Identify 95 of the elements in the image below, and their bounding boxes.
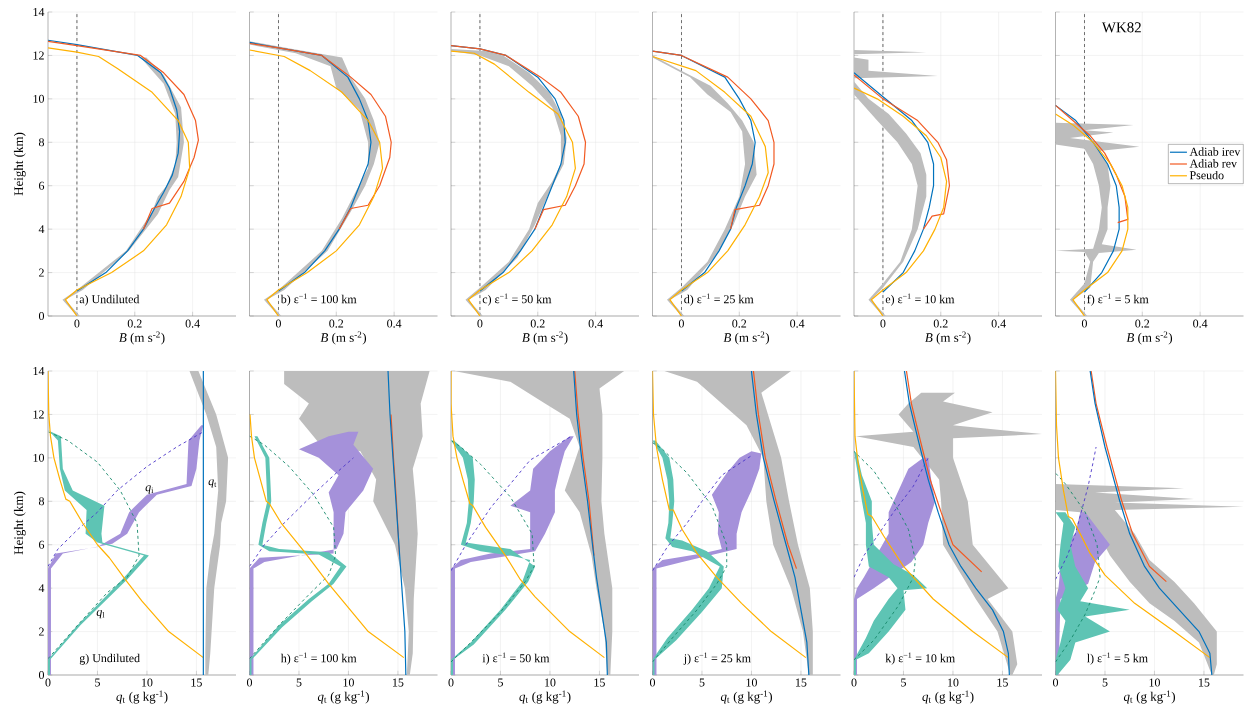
- x-tick-label: 0.2: [933, 319, 948, 328]
- x-tick-label: 0.2: [530, 319, 545, 328]
- x-axis-title: q$_{t}$ (g kg$^{-1}$): [720, 690, 772, 704]
- annotation: f) ε$^{−1}$ = 5 km: [1087, 293, 1149, 306]
- x-tick-label: 0.2: [329, 319, 344, 328]
- line-series: [48, 40, 199, 230]
- y-tick-label: 8: [38, 497, 45, 506]
- x-tick-label: 15: [997, 678, 1008, 687]
- annotation: d) ε$^{−1}$ = 25 km: [684, 293, 754, 306]
- x-tick-label: 0: [275, 319, 281, 328]
- x-tick-label: 10: [343, 678, 354, 687]
- x-tick-label: 0.2: [732, 319, 747, 328]
- y-tick-label: 8: [38, 138, 45, 147]
- x-tick-label: 5: [498, 678, 504, 687]
- x-axis-title: q$_{t}$ (g kg$^{-1}$): [116, 690, 168, 704]
- x-tick-label: 10: [948, 678, 959, 687]
- x-axis-title: B (m s$^{-2}$): [320, 331, 367, 345]
- annotation: l) ε$^{−1}$ = 5 km: [1087, 652, 1148, 665]
- x-tick-label: 0.4: [185, 319, 200, 328]
- x-tick-label: 10: [746, 678, 757, 687]
- x-tick-label: 0: [477, 319, 483, 328]
- x-tick-label: 15: [1199, 678, 1210, 687]
- x-axis-title: q$_{t}$ (g kg$^{-1}$): [519, 690, 571, 704]
- annotation: q$_{i}$: [145, 485, 154, 494]
- x-tick-label: 10: [545, 678, 556, 687]
- annotation: WK82: [1101, 22, 1141, 33]
- x-tick-label: 0.4: [387, 319, 402, 328]
- x-axis-title: q$_{t}$ (g kg$^{-1}$): [317, 690, 369, 704]
- x-tick-label: 0: [649, 678, 656, 687]
- y-tick-label: 14: [33, 8, 45, 16]
- y-axis-title: Height (km): [13, 491, 26, 555]
- y-axis-title: Height (km): [13, 132, 26, 196]
- x-tick-label: 10: [1149, 678, 1160, 687]
- x-tick-label: 15: [191, 678, 202, 687]
- line-series: [48, 47, 191, 316]
- x-tick-label: 0.4: [991, 319, 1006, 328]
- x-tick-label: 0: [45, 678, 51, 687]
- x-tick-label: 15: [594, 678, 605, 687]
- y-tick-label: 2: [39, 268, 44, 277]
- legend-label: Adiab rev: [1189, 159, 1238, 168]
- y-tick-label: 12: [33, 410, 44, 419]
- x-tick-label: 0: [678, 319, 684, 328]
- x-tick-label: 0.2: [127, 319, 142, 328]
- x-tick-label: 0.4: [588, 319, 603, 328]
- x-tick-label: 0: [880, 319, 886, 328]
- y-tick-label: 4: [38, 584, 45, 593]
- x-tick-label: 5: [901, 678, 907, 687]
- y-tick-label: 14: [33, 367, 45, 375]
- x-tick-label: 0.4: [1193, 319, 1208, 328]
- x-tick-label: 0.2: [1135, 319, 1150, 328]
- x-tick-label: 5: [95, 678, 100, 687]
- annotation: q$_{t}$: [208, 479, 217, 488]
- annotation: c) ε$^{−1}$ = 50 km: [482, 293, 552, 306]
- x-tick-label: 10: [142, 678, 153, 687]
- x-tick-label: 0: [448, 678, 454, 687]
- x-tick-label: 0: [1081, 319, 1087, 328]
- y-tick-label: 0: [38, 311, 45, 321]
- annotation: k) ε$^{−1}$ = 10 km: [885, 652, 955, 665]
- x-tick-label: 0: [74, 319, 80, 328]
- annotation: g) Undiluted: [79, 653, 140, 665]
- y-tick-label: 2: [39, 627, 44, 636]
- y-tick-label: 0: [38, 670, 45, 680]
- x-tick-label: 5: [1102, 678, 1108, 687]
- annotation: i) ε$^{−1}$ = 50 km: [482, 652, 550, 665]
- x-tick-label: 5: [699, 678, 705, 687]
- y-tick-label: 10: [33, 94, 45, 103]
- annotation: a) Undiluted: [79, 294, 140, 306]
- line-series: [48, 431, 204, 567]
- x-axis-title: B (m s$^{-2}$): [119, 331, 165, 345]
- x-tick-label: 0.4: [790, 319, 805, 328]
- x-tick-label: 0: [1052, 678, 1059, 687]
- x-tick-label: 15: [392, 678, 404, 687]
- x-axis-title: B (m s$^{-2}$): [723, 331, 770, 345]
- annotation: q$_{l}$: [96, 610, 105, 619]
- x-tick-label: 5: [296, 678, 302, 687]
- y-tick-label: 4: [38, 225, 45, 234]
- x-tick-label: 15: [796, 678, 807, 687]
- x-axis-title: B (m s$^{-2}$): [1126, 331, 1173, 345]
- x-axis-title: q$_{t}$ (g kg$^{-1}$): [922, 690, 974, 704]
- x-tick-label: 0: [246, 678, 253, 687]
- x-axis-title: B (m s$^{-2}$): [522, 331, 568, 345]
- annotation: b) ε$^{−1}$ = 100 km: [280, 293, 357, 306]
- annotation: h) ε$^{−1}$ = 100 km: [280, 652, 357, 665]
- y-tick-label: 10: [33, 453, 45, 462]
- x-axis-title: B (m s$^{-2}$): [925, 331, 971, 345]
- legend-label: Adiab irev: [1189, 147, 1241, 156]
- legend-label: Pseudo: [1189, 170, 1224, 180]
- y-tick-label: 6: [39, 540, 45, 549]
- annotation: e) ε$^{−1}$ = 10 km: [885, 293, 955, 306]
- x-axis-title: q$_{t}$ (g kg$^{-1}$): [1123, 690, 1175, 704]
- x-tick-label: 0: [851, 678, 857, 687]
- y-tick-label: 6: [39, 181, 45, 190]
- y-tick-label: 12: [33, 51, 44, 60]
- annotation: j) ε$^{−1}$ = 25 km: [683, 652, 751, 665]
- line-series: [48, 39, 181, 292]
